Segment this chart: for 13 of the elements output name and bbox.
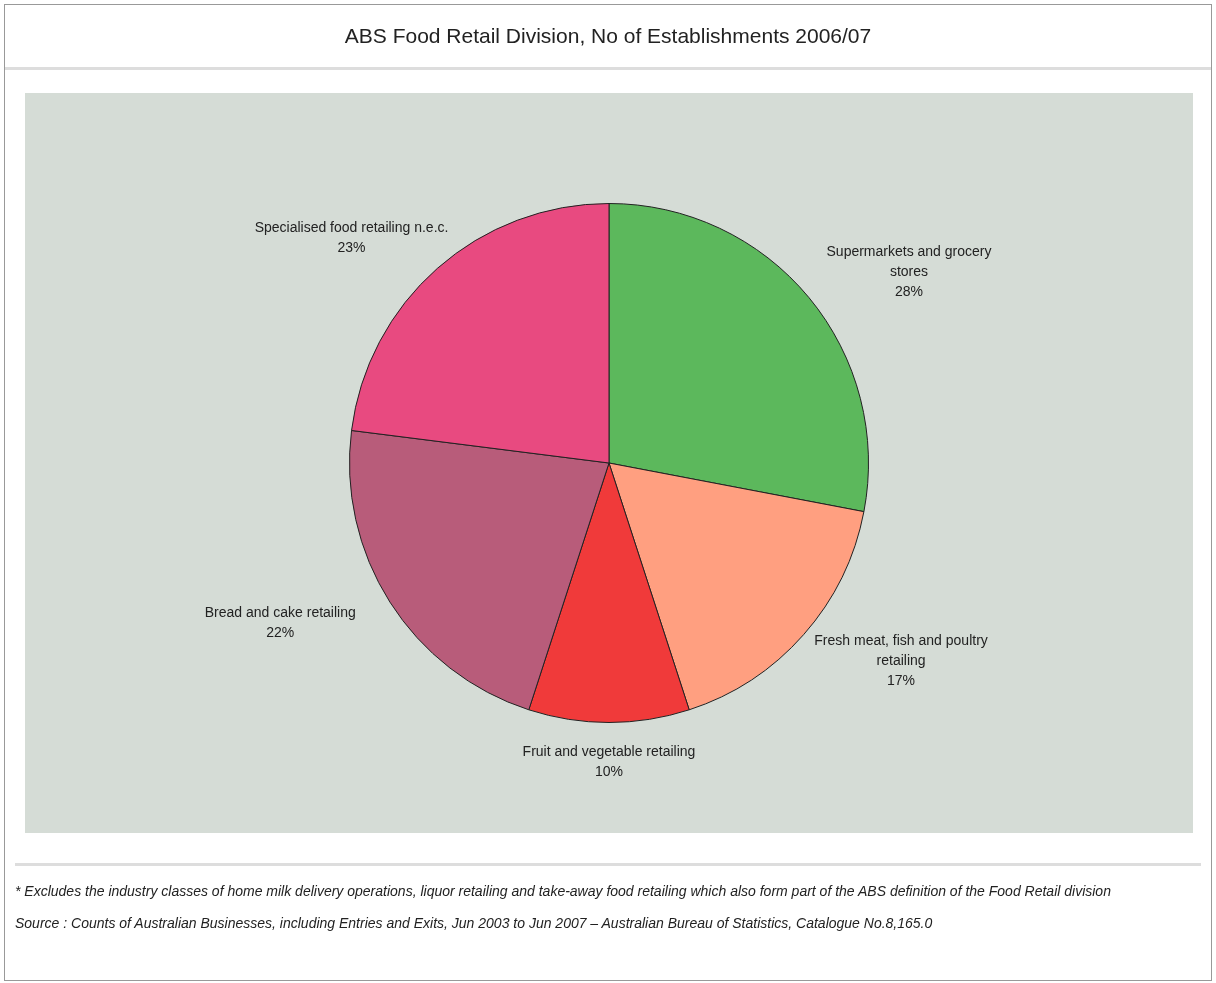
source-note: Source : Counts of Australian Businesses, including Entries and Exits, Jun 2003 to Jun 2007 – Australian Bureau of Statistics, Catalogue No.8,165.0: [15, 914, 934, 933]
data-label: 22%: [266, 624, 295, 641]
slice-label: Supermarkets and grocery stores: [826, 242, 992, 279]
data-label: 10%: [594, 763, 624, 780]
text: * Excludes the industry classes of home milk delivery operations, liquor retailing and take-away food retailing which also form part of the ABS definition of the Food Retail division: [15, 882, 1112, 901]
slice-label: Bread and cake retailing: [204, 604, 356, 621]
slice-label: Fresh meat, fish and poultry retailing: [814, 631, 988, 668]
data-label: 28%: [894, 282, 924, 299]
data-label: 17%: [887, 671, 916, 688]
data-label: 23%: [337, 239, 366, 256]
slice-label: Specialised food retailing n.e.c.: [254, 219, 449, 236]
slice-label: Fruit and vegetable retailing: [522, 743, 696, 760]
chart-title: ABS Food Retail Division, No of Establishments 2006/07: [5, 5, 1211, 70]
